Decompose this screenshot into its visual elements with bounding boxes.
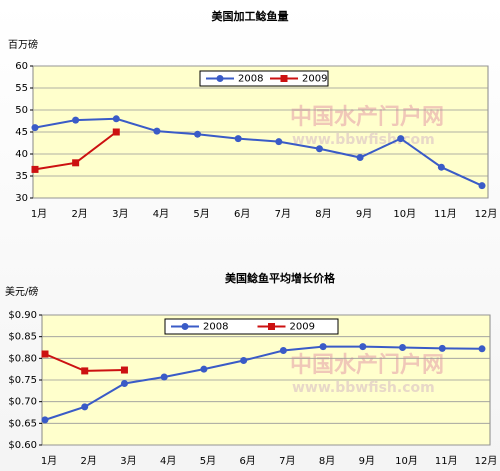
y-tick-label: $0.60: [8, 440, 37, 451]
x-tick-label: 7月: [279, 455, 295, 467]
marker: [81, 367, 89, 375]
marker: [31, 165, 39, 173]
x-tick-label: 7月: [275, 208, 291, 220]
marker: [200, 365, 208, 373]
legend-box: [199, 70, 329, 87]
y-tick-label: 50: [15, 105, 28, 116]
marker: [112, 128, 120, 136]
x-tick-label: 9月: [356, 208, 372, 220]
marker: [356, 154, 364, 162]
x-tick-label: 5月: [200, 455, 216, 467]
marker: [234, 135, 242, 143]
x-tick-label: 3月: [112, 208, 128, 220]
x-tick-label: 4月: [160, 455, 176, 467]
marker: [31, 124, 39, 132]
legend-marker: [280, 75, 288, 82]
y-tick-label: $0.65: [8, 418, 37, 429]
marker: [120, 379, 128, 387]
legend-label: 2008: [203, 322, 228, 333]
marker: [41, 416, 49, 424]
chart-title: 美国鲶鱼平均增长价格: [225, 271, 336, 285]
x-tick-label: 1月: [41, 455, 57, 467]
x-tick-label: 8月: [315, 208, 331, 220]
legend-label: 2008: [238, 74, 263, 85]
x-tick-label: 9月: [359, 455, 375, 467]
marker: [438, 344, 446, 352]
y-tick-label: $0.75: [8, 375, 37, 386]
watermark: 中国水产门户网: [290, 352, 444, 378]
y-tick-label: 55: [15, 83, 28, 94]
legend-marker: [181, 323, 189, 330]
y-tick-label: 30: [15, 193, 28, 204]
marker: [478, 345, 486, 353]
marker: [319, 343, 327, 351]
x-tick-label: 12月: [475, 208, 498, 220]
marker: [275, 138, 283, 146]
marker: [153, 127, 161, 135]
y-tick-label: $0.90: [8, 310, 37, 321]
marker: [72, 116, 80, 124]
x-tick-label: 5月: [193, 208, 209, 220]
series-line: [44, 345, 483, 421]
x-tick-label: 4月: [153, 208, 169, 220]
y-tick-label: $0.80: [8, 353, 37, 364]
watermark: 中国水产门户网: [290, 104, 444, 130]
marker: [359, 343, 367, 351]
marker: [478, 182, 486, 190]
x-tick-label: 12月: [475, 455, 498, 467]
marker: [397, 135, 405, 143]
x-tick-label: 3月: [120, 455, 136, 467]
marker: [279, 347, 287, 355]
y-tick-label: $0.70: [8, 397, 37, 408]
legend-label: 2009: [302, 74, 327, 85]
y-tick-label: 40: [15, 149, 28, 160]
x-tick-label: 10月: [393, 208, 416, 220]
legend-label: 2009: [290, 322, 315, 333]
marker: [112, 115, 120, 123]
y-tick-label: $0.85: [8, 332, 37, 343]
x-tick-label: 2月: [71, 208, 87, 220]
x-tick-label: 2月: [81, 455, 97, 467]
legend-marker: [268, 323, 275, 330]
marker: [120, 366, 128, 374]
y-axis-label: 百万磅: [8, 38, 38, 51]
y-tick-label: 60: [15, 61, 28, 72]
marker: [315, 145, 323, 153]
x-tick-label: 11月: [435, 455, 458, 467]
legend-marker: [216, 75, 224, 82]
x-tick-label: 1月: [31, 208, 47, 220]
marker: [41, 350, 49, 358]
x-tick-label: 8月: [319, 455, 335, 467]
watermark: www.bbwfish.com: [292, 380, 435, 396]
x-tick-label: 6月: [234, 208, 250, 220]
x-tick-label: 10月: [395, 455, 418, 467]
marker: [72, 159, 80, 167]
marker: [160, 373, 168, 381]
x-tick-label: 11月: [434, 208, 457, 220]
marker: [194, 130, 202, 138]
marker: [437, 163, 445, 171]
series-line: [34, 117, 483, 187]
y-axis-label: 美元/磅: [5, 285, 38, 298]
legend-box: [164, 318, 339, 335]
x-tick-label: 6月: [239, 455, 255, 467]
y-tick-label: 45: [15, 127, 28, 138]
y-tick-label: 35: [15, 171, 28, 182]
watermark: www.bbwfish.com: [292, 132, 435, 148]
marker: [81, 403, 89, 411]
marker: [399, 344, 407, 351]
chart-title: 美国加工鲶鱼量: [212, 9, 289, 23]
marker: [240, 357, 248, 364]
